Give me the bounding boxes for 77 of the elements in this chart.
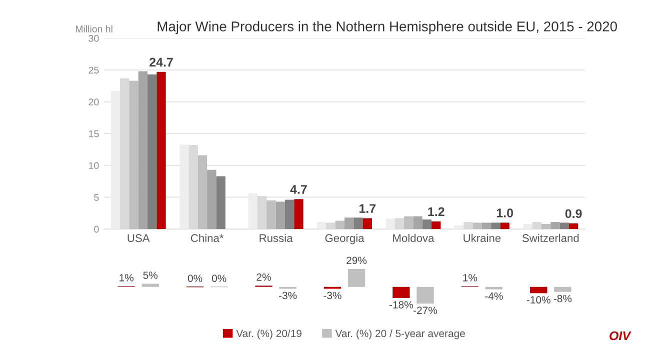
data-label: 24.7 [150,58,173,67]
bar [354,218,363,230]
bar [554,286,572,292]
x-tick-label: Moldova [393,234,434,242]
data-label: 1.2 [428,207,444,216]
bar [416,286,434,304]
x-tick-label: Switzerland [522,234,579,242]
legend-label: Var. (%) 20/19 [236,329,302,340]
text: OIV [610,331,632,340]
bar [198,155,208,230]
data-label: -27% [414,306,438,314]
bar [432,221,441,230]
bar [550,222,560,230]
bar [454,225,464,230]
bar [216,176,226,230]
data-label: 0% [188,274,202,282]
x-tick-label: USA [128,234,150,242]
data-label: -18% [389,301,413,308]
data-label: 1% [120,274,134,282]
bar [207,170,216,230]
data-label: 1.7 [360,204,376,213]
data-label: -8% [554,294,572,302]
bar [284,200,294,230]
bar [276,202,285,230]
y-tick-label: 20 [88,98,99,106]
bar [560,222,569,230]
data-label: 0% [212,274,226,282]
y-tick-label: 30 [88,34,99,42]
data-label: -3% [279,292,297,300]
data-label: 1.0 [496,208,514,218]
bar [348,268,366,287]
data-label: 1% [463,274,478,282]
bar [138,71,148,230]
data-label: -3% [324,292,342,300]
bar [422,219,432,230]
bar [482,222,492,230]
data-label: 4.7 [290,185,307,194]
bar [485,286,503,290]
bar [530,286,548,294]
bar [362,218,372,230]
bar [148,74,157,230]
bar [392,286,410,298]
y-tick-label: 25 [88,66,99,74]
y-tick-label: 0 [94,226,99,233]
bar [335,220,344,230]
y-tick-label: 5 [94,194,99,201]
legend-label: Var. (%) 20 / 5-year average [335,329,465,340]
bar [491,222,500,230]
bar [344,218,354,230]
bar [266,200,276,230]
y-axis-title: Million hl [76,25,112,32]
data-label: -10% [526,296,550,304]
data-label: 5% [143,272,158,279]
x-tick-label: Russia [260,234,293,242]
bar [129,80,138,230]
bar [386,218,395,230]
data-label: 0.9 [565,209,582,218]
bar [413,216,422,230]
x-tick-label: China* [190,234,224,242]
bar [541,224,551,230]
y-tick-label: 10 [89,162,99,170]
data-label: 2% [256,273,271,281]
bar [500,222,510,230]
bar [156,72,166,230]
bar [568,223,578,230]
x-tick-label: Georgia [325,234,364,244]
bar [523,224,532,230]
bar [404,216,414,230]
bar [472,222,482,230]
y-tick-label: 15 [89,130,99,138]
bar [317,222,326,230]
data-label: -4% [485,292,503,300]
bar [142,284,159,287]
chart-title: Major Wine Producers in the Nothern Hemisphere outside EU, 2015 - 2020 [158,21,617,34]
x-tick-label: Ukraine [464,234,501,242]
bar [294,199,304,230]
data-label: 29% [346,256,367,264]
